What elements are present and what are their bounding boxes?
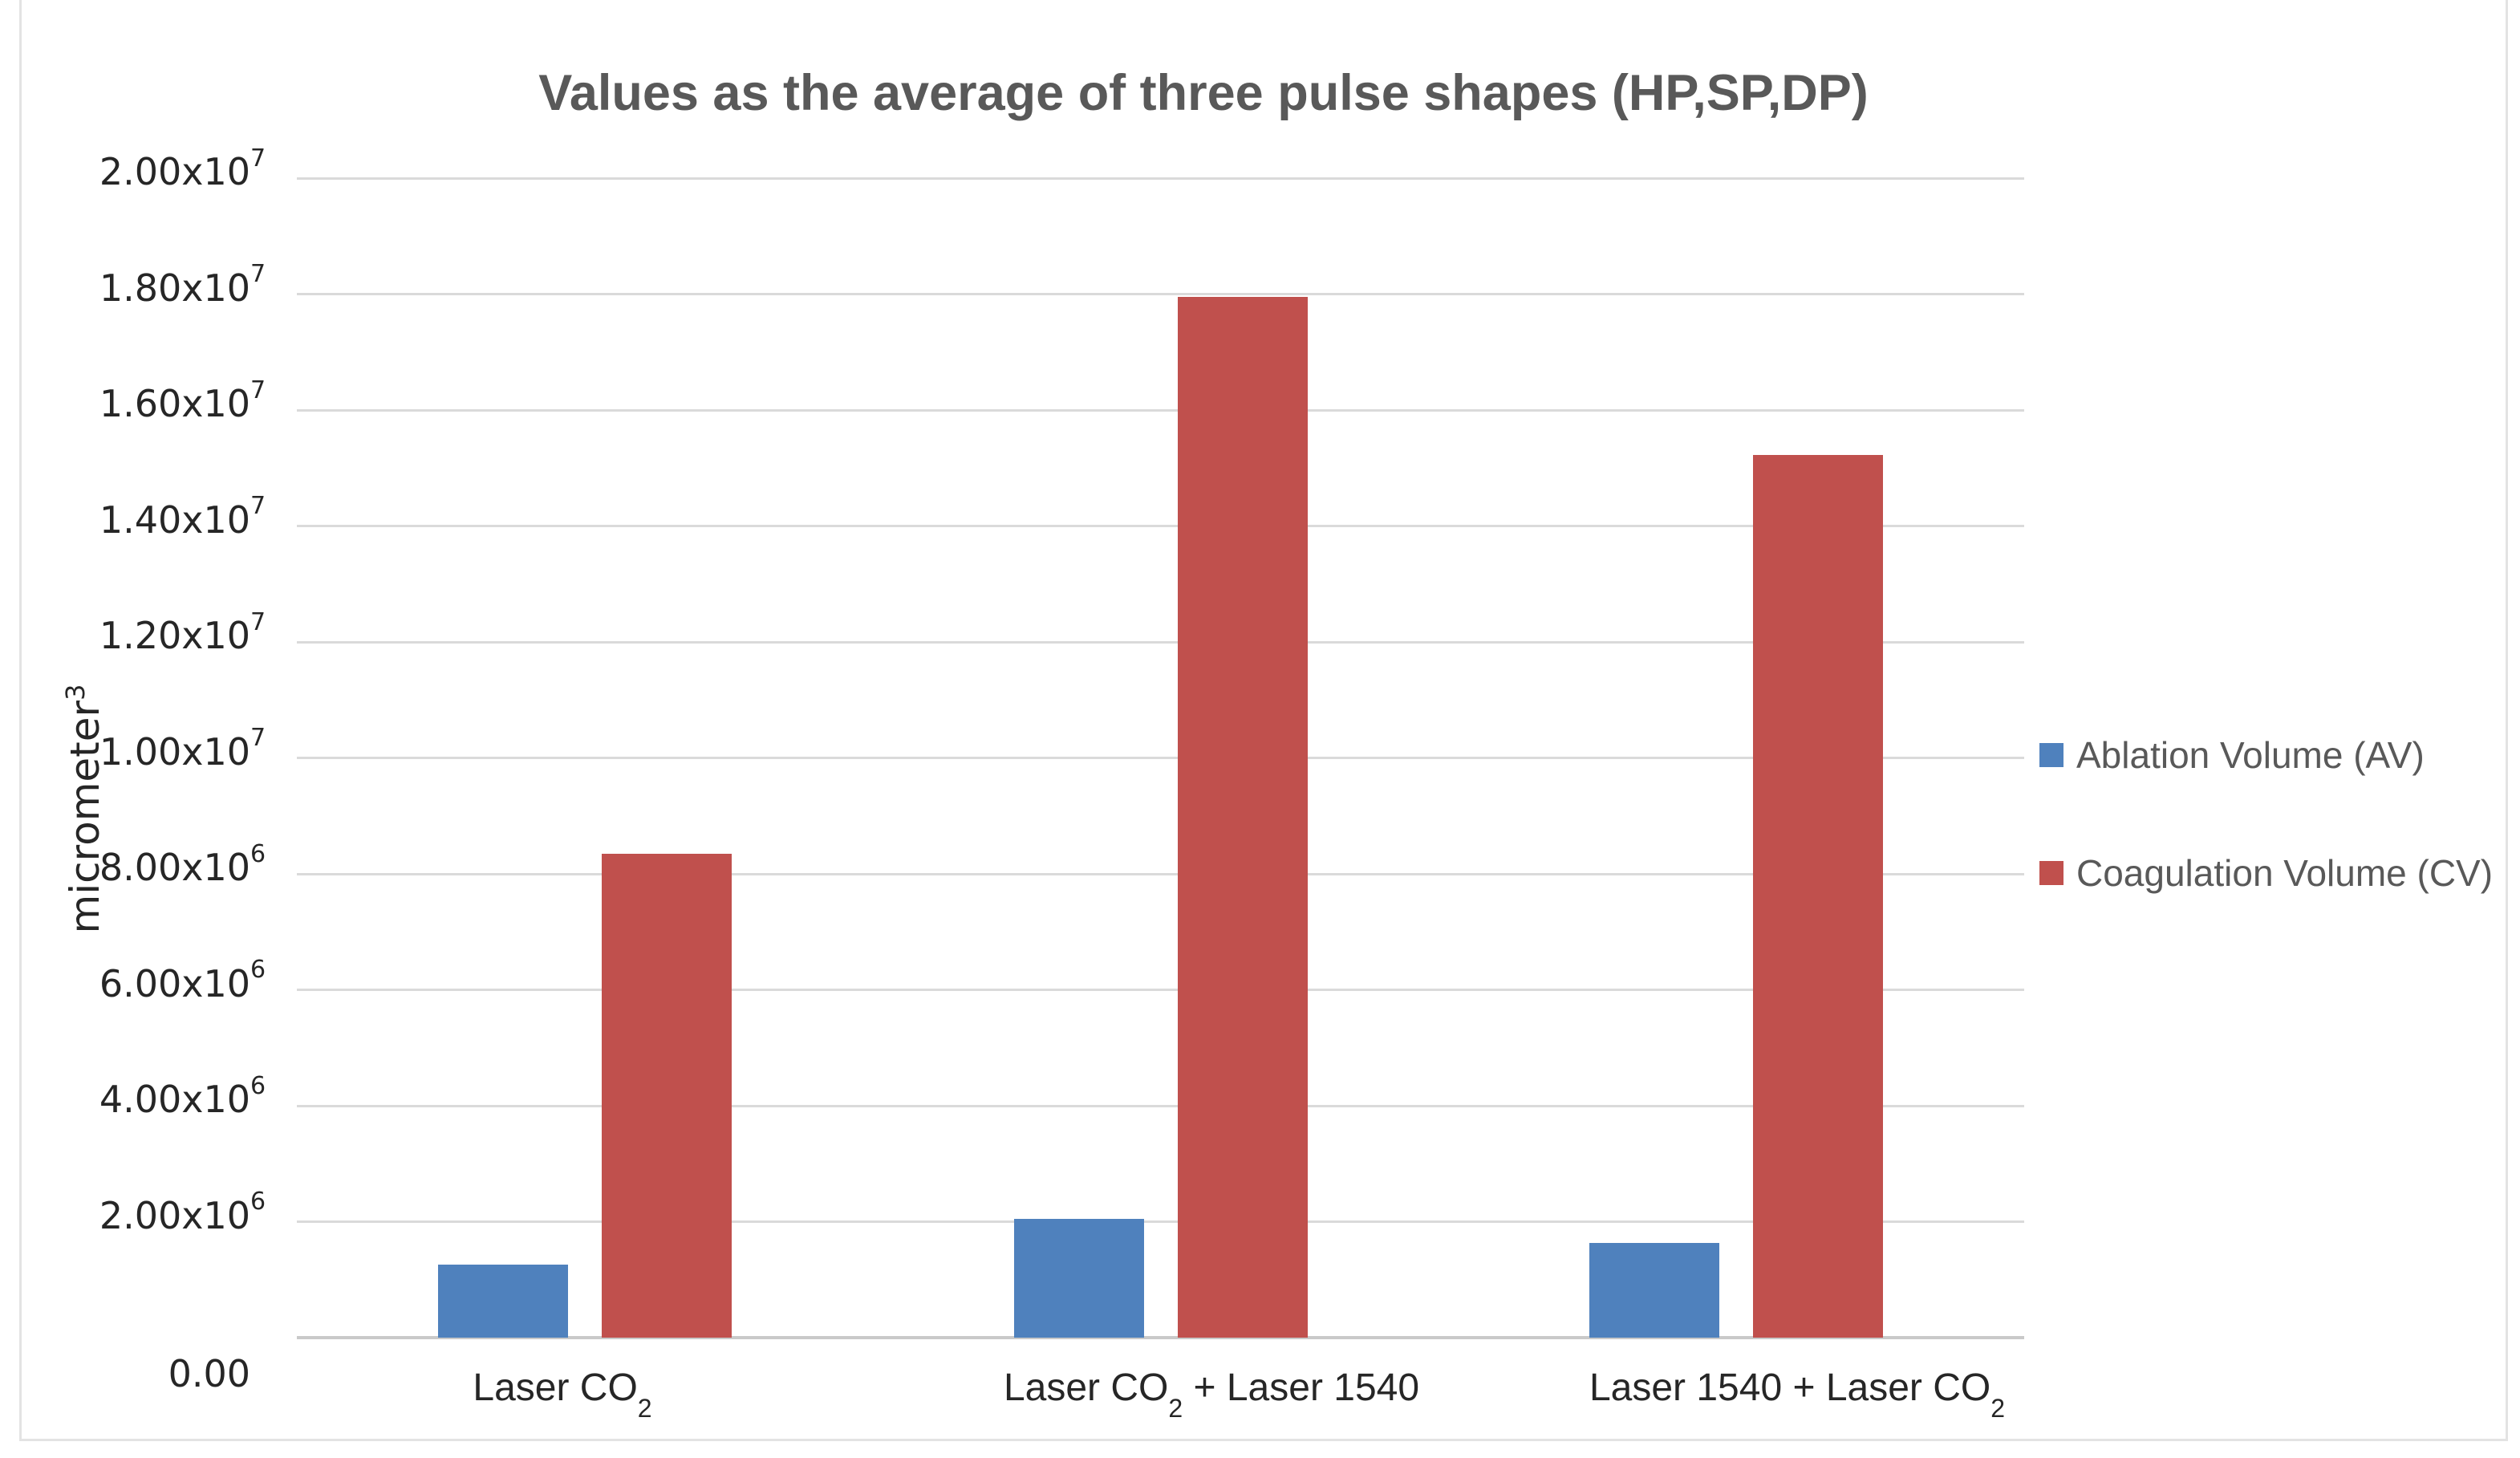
y-axis-tick-label: 1.00x10 7 <box>0 724 289 778</box>
gridline <box>297 640 2024 644</box>
y-axis-tick-label: 2.00x10 7 <box>0 144 289 197</box>
y-tick-mantissa: 4.00x10 <box>99 1078 250 1121</box>
bar-cv-category-3 <box>1753 455 1884 1338</box>
subscript: 2 <box>1990 1393 2006 1423</box>
bar-av-category-3 <box>1589 1243 1720 1338</box>
y-tick-mantissa: 1.20x10 <box>99 614 250 657</box>
x-axis-category-label: Laser CO2 + Laser 1540 <box>1003 1367 1420 1423</box>
y-axis-tick-label: 1.20x10 7 <box>0 607 289 661</box>
y-tick-exponent: 6 <box>250 1188 266 1216</box>
y-axis-tick-label: 4.00x10 6 <box>0 1071 289 1125</box>
y-axis-title: micrometer3 <box>60 684 108 934</box>
y-tick-exponent: 7 <box>250 492 266 520</box>
bar-av-category-2 <box>1013 1218 1144 1338</box>
legend-label: Coagulation Volume (CV) <box>2076 852 2494 894</box>
bar-cv-category-1 <box>601 853 732 1338</box>
legend-item: Coagulation Volume (CV) <box>2039 852 2493 894</box>
gridline <box>297 872 2024 875</box>
y-axis-tick-label: 1.60x10 7 <box>0 376 289 429</box>
gridline <box>297 408 2024 412</box>
legend-swatch-av <box>2039 743 2063 767</box>
y-tick-exponent: 7 <box>250 607 266 636</box>
gridline <box>297 293 2024 295</box>
y-tick-mantissa: 8.00x10 <box>99 846 250 889</box>
subscript: 2 <box>637 1393 652 1423</box>
y-axis-tick-label: 8.00x10 6 <box>0 839 289 893</box>
y-tick-mantissa: 0.00 <box>168 1352 250 1395</box>
bar-cv-category-2 <box>1177 297 1308 1338</box>
chart-frame-border <box>19 0 2508 1441</box>
legend-item: Ablation Volume (AV) <box>2039 734 2425 776</box>
x-axis-line <box>297 1336 2024 1339</box>
subscript: 2 <box>1168 1393 1183 1423</box>
y-axis-tick-label: 0.00 <box>0 1348 289 1399</box>
y-tick-mantissa: 1.40x10 <box>99 498 250 542</box>
gridline <box>297 757 2024 759</box>
legend-label: Ablation Volume (AV) <box>2076 734 2425 776</box>
y-tick-mantissa: 1.80x10 <box>99 266 250 310</box>
y-axis-tick-label: 2.00x10 6 <box>0 1188 289 1241</box>
y-tick-exponent: 7 <box>250 260 266 288</box>
y-tick-mantissa: 2.00x10 <box>99 1193 250 1237</box>
bar-av-category-1 <box>437 1264 568 1338</box>
gridline <box>297 177 2024 180</box>
gridline <box>297 1104 2024 1107</box>
y-tick-mantissa: 1.60x10 <box>99 382 250 425</box>
y-axis-tick-label: 1.80x10 7 <box>0 260 289 314</box>
y-tick-exponent: 7 <box>250 376 266 404</box>
y-tick-mantissa: 6.00x10 <box>99 961 250 1005</box>
gridline <box>297 525 2024 527</box>
y-tick-exponent: 6 <box>250 956 266 984</box>
x-axis-category-label: Laser CO2 <box>473 1367 652 1423</box>
y-axis-title-superscript: 3 <box>60 684 91 701</box>
legend-swatch-cv <box>2039 861 2063 885</box>
y-axis-tick-label: 1.40x10 7 <box>0 492 289 546</box>
y-axis-tick-label: 6.00x10 6 <box>0 956 289 1009</box>
y-tick-exponent: 7 <box>250 144 266 173</box>
y-tick-exponent: 7 <box>250 724 266 752</box>
gridline <box>297 989 2024 991</box>
y-tick-mantissa: 1.00x10 <box>99 729 250 774</box>
gridline <box>297 1220 2024 1223</box>
chart-title: Values as the average of three pulse sha… <box>538 65 1869 121</box>
y-tick-exponent: 6 <box>250 839 266 868</box>
x-axis-category-label: Laser 1540 + Laser CO2 <box>1589 1367 2006 1423</box>
y-tick-mantissa: 2.00x10 <box>99 150 250 193</box>
y-tick-exponent: 6 <box>250 1071 266 1100</box>
